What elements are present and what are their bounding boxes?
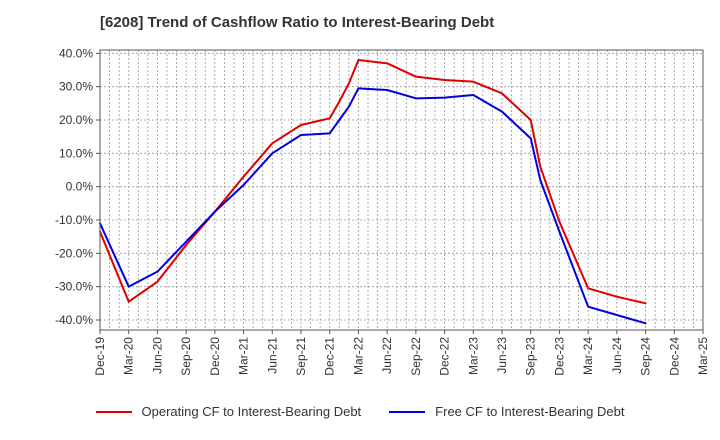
plot-frame bbox=[99, 49, 704, 331]
y-tick-label: -20.0% bbox=[55, 246, 93, 260]
legend-label-free-cf: Free CF to Interest-Bearing Debt bbox=[435, 404, 625, 419]
legend-label-operating-cf: Operating CF to Interest-Bearing Debt bbox=[141, 404, 362, 419]
x-tick-label: Sep-21 bbox=[294, 337, 308, 376]
x-tick-label: Sep-20 bbox=[179, 337, 193, 376]
y-tick-label: 30.0% bbox=[59, 80, 93, 94]
x-tick-label: Sep-24 bbox=[639, 337, 653, 376]
x-tick-label: Mar-25 bbox=[696, 337, 710, 375]
x-tick-label: Mar-22 bbox=[351, 337, 365, 375]
x-tick-label: Dec-19 bbox=[93, 337, 107, 376]
y-tick-label: -30.0% bbox=[55, 280, 93, 294]
x-tick-label: Sep-22 bbox=[409, 337, 423, 376]
x-tick-label: Jun-21 bbox=[265, 337, 279, 374]
y-tick-label: 0.0% bbox=[66, 180, 94, 194]
y-tick-label: 20.0% bbox=[59, 113, 93, 127]
x-tick-label: Jun-23 bbox=[495, 337, 509, 374]
legend: Operating CF to Interest-Bearing Debt Fr… bbox=[0, 404, 720, 419]
y-axis: 40.0% 30.0% 20.0% 10.0% 0.0% -10.0% -20.0% -30.… bbox=[55, 46, 100, 327]
legend-swatch-operating-cf bbox=[95, 410, 132, 413]
x-tick-label: Dec-23 bbox=[552, 337, 566, 376]
x-tick-label: Dec-22 bbox=[438, 337, 452, 376]
legend-item-operating-cf: Operating CF to Interest-Bearing Debt bbox=[95, 404, 362, 419]
y-tick-label: -10.0% bbox=[55, 213, 93, 227]
x-tick-label: Dec-20 bbox=[208, 337, 222, 376]
x-tick-label: Mar-24 bbox=[581, 337, 595, 375]
y-tick-label: 10.0% bbox=[59, 146, 93, 160]
grid-lines bbox=[99, 50, 704, 330]
x-axis: Dec-19 Mar-20 Jun-20 Sep-20 Dec-20 Mar-21 Jun-… bbox=[93, 330, 710, 376]
x-tick-label: Jun-24 bbox=[610, 337, 624, 374]
x-tick-label: Jun-22 bbox=[380, 337, 394, 374]
x-tick-label: Jun-20 bbox=[150, 337, 164, 374]
x-tick-label: Mar-23 bbox=[466, 337, 480, 375]
legend-swatch-free-cf bbox=[389, 410, 426, 413]
x-tick-label: Dec-24 bbox=[667, 337, 681, 376]
series-lines bbox=[99, 59, 647, 325]
legend-item-free-cf: Free CF to Interest-Bearing Debt bbox=[389, 404, 624, 419]
x-tick-label: Mar-20 bbox=[122, 337, 136, 375]
chart-title: [6208] Trend of Cashflow Ratio to Intere… bbox=[100, 14, 495, 31]
x-tick-label: Sep-23 bbox=[524, 337, 538, 376]
plot-background bbox=[100, 50, 703, 330]
y-tick-label: 40.0% bbox=[59, 46, 93, 60]
x-tick-label: Mar-21 bbox=[237, 337, 251, 375]
x-tick-label: Dec-21 bbox=[323, 337, 337, 376]
y-tick-label: -40.0% bbox=[55, 313, 93, 327]
series-line-free-cf bbox=[99, 87, 647, 325]
